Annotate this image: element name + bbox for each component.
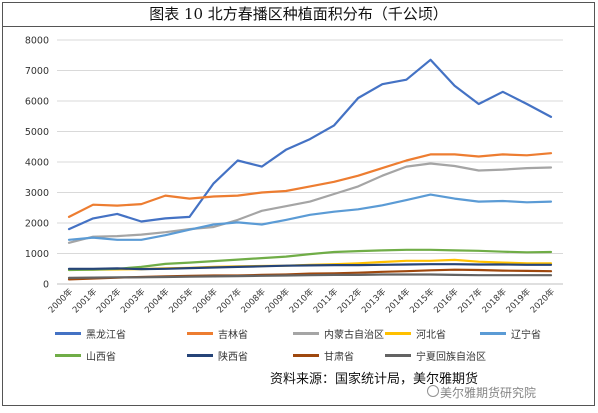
x-tick-label: 2019年	[504, 286, 533, 315]
legend-swatch	[385, 354, 411, 357]
legend-swatch	[187, 332, 213, 335]
legend-label: 吉林省	[218, 330, 248, 341]
legend-item: 山西省	[55, 348, 116, 363]
x-tick-label: 2016年	[432, 286, 461, 315]
legend-label: 黑龙江省	[86, 330, 126, 341]
legend-swatch	[293, 354, 319, 357]
x-tick-label: 2015年	[408, 286, 437, 315]
legend-swatch	[293, 332, 319, 335]
series-line	[67, 263, 553, 271]
legend-item: 宁夏回族自治区	[385, 348, 486, 363]
chart-title: 图表 10 北方春播区种植面积分布（千公顷）	[2, 2, 595, 27]
y-tick-label: 7000	[25, 66, 49, 77]
x-tick-label: 2017年	[456, 286, 485, 315]
y-tick-label: 6000	[25, 97, 49, 108]
x-tick-label: 2014年	[383, 286, 412, 315]
legend-swatch	[480, 332, 506, 335]
x-tick-label: 2020年	[528, 286, 557, 315]
y-tick-label: 3000	[25, 188, 49, 199]
legend-swatch	[55, 354, 81, 357]
legend-label: 河北省	[416, 330, 446, 341]
series-line	[67, 248, 553, 272]
watermark-logo-icon	[427, 385, 439, 397]
y-tick-label: 1000	[25, 249, 49, 260]
x-tick-label: 2008年	[239, 286, 268, 315]
x-tick-label: 2004年	[142, 286, 171, 315]
series-line	[67, 152, 553, 218]
x-tick-label: 2005年	[167, 286, 196, 315]
legend-item: 内蒙古自治区	[293, 326, 384, 341]
x-tick-label: 2007年	[215, 286, 244, 315]
y-tick-label: 8000	[25, 36, 49, 47]
x-tick-label: 2018年	[480, 286, 509, 315]
legend-label: 内蒙古自治区	[324, 330, 384, 341]
legend-item: 甘肃省	[293, 348, 354, 363]
x-tick-label: 2006年	[191, 286, 220, 315]
legend-label: 甘肃省	[324, 352, 354, 363]
series-line	[67, 193, 553, 241]
source-note: 资料来源：国家统计局，美尔雅期货	[270, 372, 479, 387]
x-tick-label: 2010年	[287, 286, 316, 315]
legend-label: 宁夏回族自治区	[416, 352, 486, 363]
legend-swatch	[187, 354, 213, 357]
legend-label: 山西省	[86, 352, 116, 363]
x-tick-label: 2011年	[311, 286, 340, 315]
legend-swatch	[385, 332, 411, 335]
chart-frame	[2, 2, 595, 406]
legend-swatch	[55, 332, 81, 335]
legend-item: 陕西省	[187, 348, 248, 363]
legend-item: 辽宁省	[480, 326, 541, 341]
series-line	[67, 273, 553, 279]
watermark: 美尔雅期货研究院	[440, 386, 537, 400]
x-tick-label: 2003年	[118, 286, 147, 315]
x-tick-label: 2001年	[70, 286, 99, 315]
legend-item: 河北省	[385, 326, 446, 341]
x-tick-label: 2002年	[94, 286, 123, 315]
legend-item: 吉林省	[187, 326, 248, 341]
x-tick-label: 2012年	[335, 286, 364, 315]
y-tick-label: 2000	[25, 219, 49, 230]
y-tick-label: 5000	[25, 127, 49, 138]
x-tick-label: 2000年	[46, 286, 75, 315]
y-tick-label: 4000	[25, 158, 49, 169]
series-line	[67, 162, 553, 244]
series-line	[67, 58, 553, 231]
y-tick-label: 0	[43, 280, 49, 291]
x-tick-label: 2013年	[359, 286, 388, 315]
legend-item: 黑龙江省	[55, 326, 126, 341]
legend-label: 辽宁省	[511, 330, 541, 341]
x-tick-label: 2009年	[263, 286, 292, 315]
legend-label: 陕西省	[218, 352, 248, 363]
